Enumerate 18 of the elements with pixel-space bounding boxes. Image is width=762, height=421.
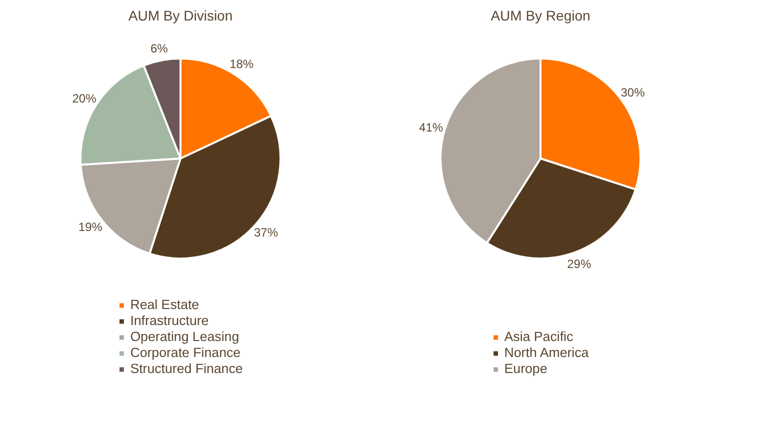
data-label: 19% bbox=[78, 220, 103, 234]
legend-label: Infrastructure bbox=[130, 313, 209, 328]
data-label: 6% bbox=[150, 41, 168, 56]
data-label: 29% bbox=[567, 256, 592, 271]
legend-label: North America bbox=[504, 345, 589, 360]
legend-label: Structured Finance bbox=[130, 361, 243, 376]
legend-label: Operating Leasing bbox=[130, 329, 240, 344]
data-label: 30% bbox=[620, 86, 646, 100]
legend-label: Europe bbox=[504, 361, 548, 376]
data-label: 18% bbox=[230, 56, 254, 71]
legend-label: Asia Pacific bbox=[504, 329, 574, 344]
chart-title: AUM By Region bbox=[490, 8, 590, 24]
chart-title: AUM By Division bbox=[128, 8, 233, 24]
legend-label: Corporate Finance bbox=[130, 345, 241, 360]
legend-label: Real Estate bbox=[130, 297, 200, 312]
data-label: 20% bbox=[72, 91, 97, 106]
data-label: 41% bbox=[419, 120, 444, 134]
data-label: 37% bbox=[254, 226, 278, 240]
